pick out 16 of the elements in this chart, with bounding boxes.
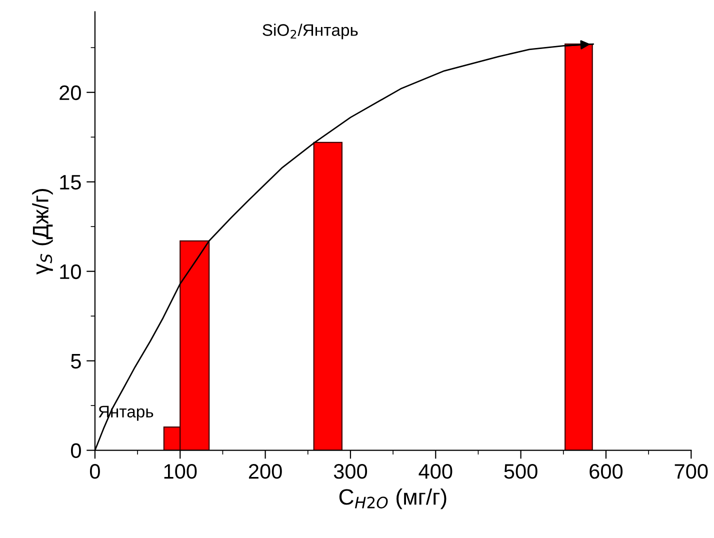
x-tick-label: 600 (590, 464, 623, 479)
x-tick-label: 0 (90, 464, 100, 479)
y-tick-label: 20 (60, 85, 81, 100)
x-tick-label: 200 (248, 464, 282, 479)
y-tick-label: 0 (70, 443, 81, 458)
x-tick-label: 400 (418, 464, 452, 479)
y-axis-title: γ$_{S}$ (Дж/г) (32, 189, 53, 275)
x-tick-label: 100 (164, 464, 197, 479)
x-axis-title: C$_{H2O}$ (мг/г) (339, 488, 446, 510)
y-tick-label: 5 (71, 354, 81, 369)
x-tick-label: 300 (334, 464, 368, 479)
x-tick-label: 500 (504, 464, 538, 479)
y-tick-label: 15 (60, 175, 81, 190)
x-tick-label: 700 (674, 464, 708, 479)
y-tick-label: 10 (60, 264, 81, 280)
annotation: SiO$_{2}$/Янтарь (262, 24, 358, 40)
